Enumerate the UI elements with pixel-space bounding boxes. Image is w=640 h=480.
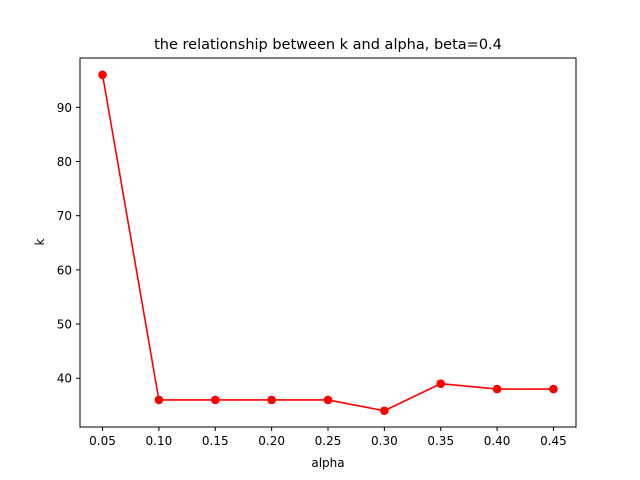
- x-tick-label: 0.40: [484, 434, 511, 448]
- plot-area: [79, 57, 577, 428]
- y-tick-label: 80: [57, 155, 72, 169]
- data-point: [323, 395, 333, 405]
- x-tick-label: 0.45: [540, 434, 567, 448]
- x-tick-label: 0.20: [258, 434, 285, 448]
- x-tick-label: 0.15: [202, 434, 229, 448]
- series-layer: [98, 70, 558, 416]
- data-point: [210, 395, 220, 405]
- y-tick-label: 40: [57, 372, 72, 386]
- x-axis-title: alpha: [311, 456, 344, 470]
- data-point: [436, 379, 446, 388]
- x-tick-label: 0.05: [89, 434, 116, 448]
- x-tick-label: 0.35: [427, 434, 454, 448]
- x-axis: 0.05 0.10 0.15 0.20 0.25 0.30 0.35 0.40 0.45: [89, 427, 567, 448]
- y-tick-label: 60: [57, 263, 72, 277]
- data-point: [267, 395, 276, 405]
- data-point: [492, 384, 502, 394]
- chart-title: the relationship between k and alpha, be…: [154, 37, 502, 53]
- y-axis: 40 50 60 70 80 90: [57, 101, 80, 386]
- data-point: [98, 70, 107, 80]
- data-point: [154, 395, 164, 405]
- y-tick-label: 50: [57, 318, 72, 332]
- x-tick-label: 0.25: [315, 434, 342, 448]
- data-point: [380, 406, 389, 416]
- y-tick-label: 70: [57, 209, 72, 223]
- y-axis-title: k: [33, 238, 47, 245]
- y-tick-label: 90: [57, 101, 72, 115]
- data-point: [549, 384, 558, 394]
- x-tick-label: 0.10: [146, 434, 173, 448]
- x-tick-label: 0.30: [371, 434, 398, 448]
